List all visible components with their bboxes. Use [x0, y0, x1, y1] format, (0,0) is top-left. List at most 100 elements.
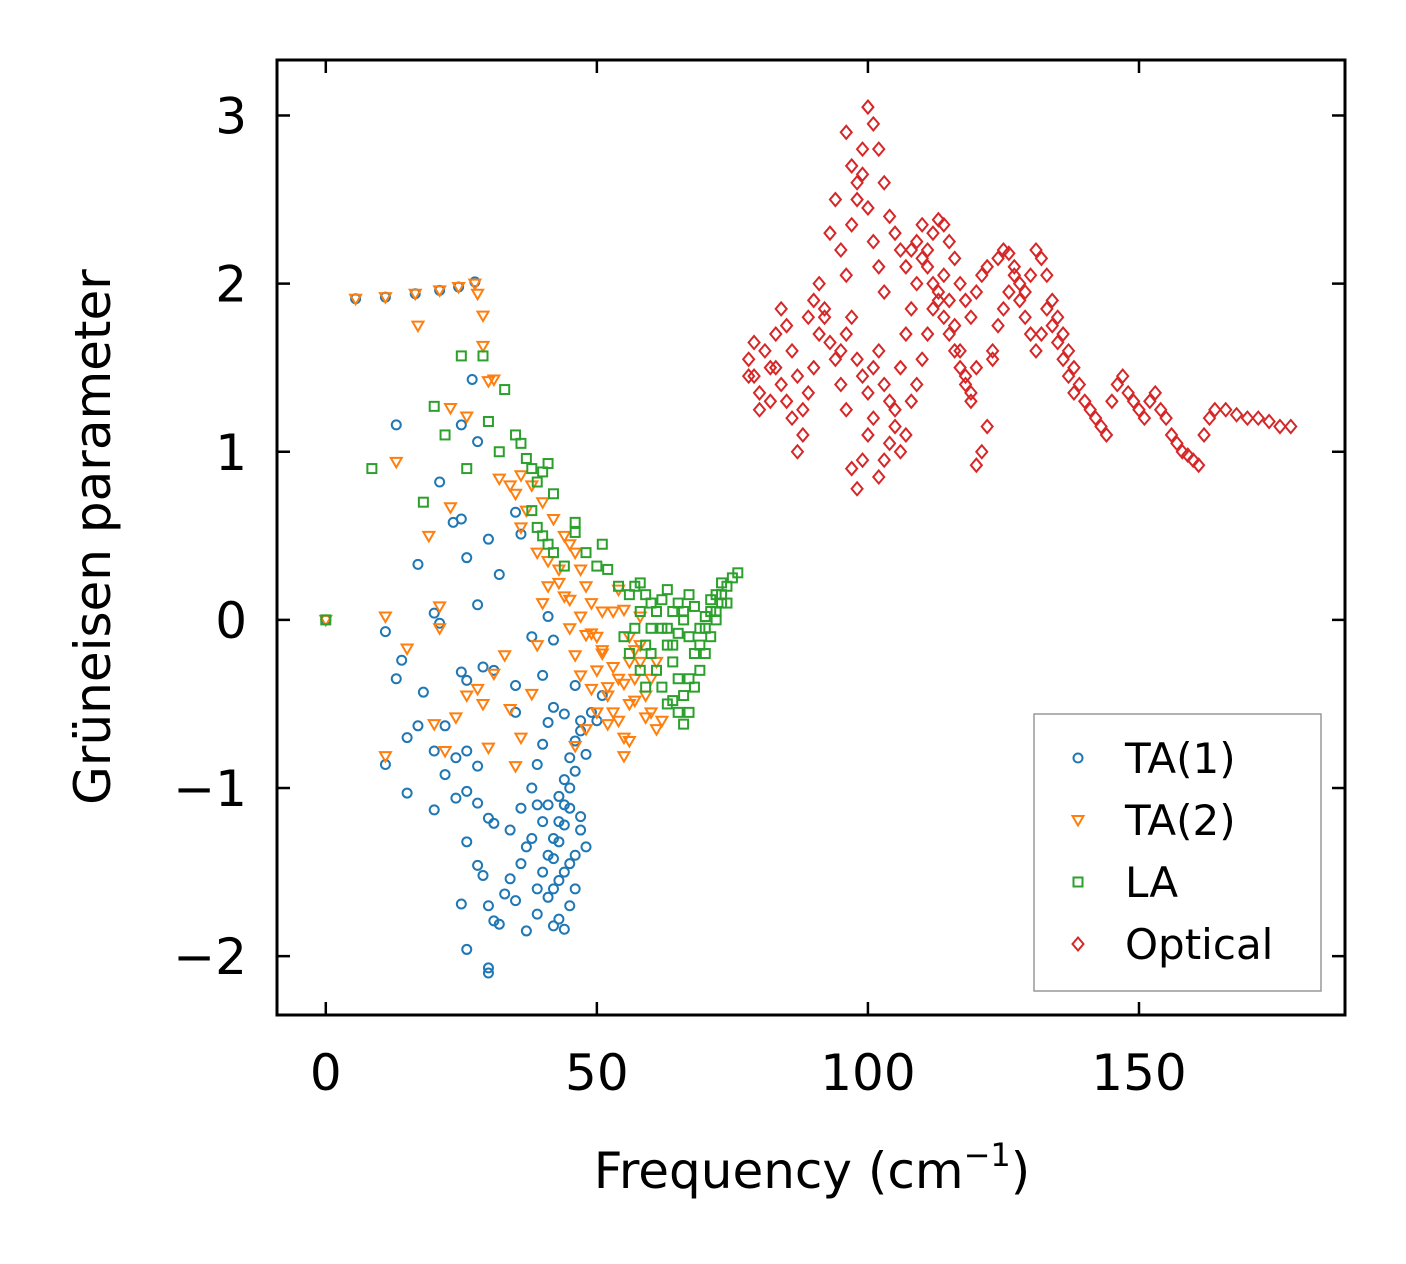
data-point [632, 656, 648, 670]
data-point [499, 888, 511, 900]
data-point [547, 920, 559, 932]
data-point [904, 393, 919, 410]
data-point [888, 401, 902, 418]
data-point [694, 664, 706, 676]
data-point [866, 410, 881, 427]
data-point [801, 384, 816, 401]
data-point [1061, 342, 1076, 359]
data-point [1061, 368, 1076, 385]
data-point [546, 514, 561, 527]
data-point [817, 300, 832, 317]
data-point [348, 293, 363, 307]
data-point [705, 605, 717, 617]
data-point [569, 883, 581, 895]
data-point [611, 673, 626, 687]
data-point [969, 283, 984, 301]
data-point [605, 606, 621, 619]
data-point [461, 836, 473, 848]
data-point [591, 560, 603, 572]
data-point [1067, 359, 1081, 376]
data-point [1283, 418, 1298, 435]
data-point [390, 419, 402, 431]
data-point [477, 661, 489, 673]
data-point [828, 351, 843, 368]
data-point [520, 841, 532, 853]
data-point [575, 811, 587, 823]
y-tick-label: 1 [215, 424, 247, 482]
data-point [515, 528, 527, 540]
data-point [562, 623, 577, 636]
data-point [796, 401, 810, 418]
data-point [605, 661, 621, 675]
data-point [678, 718, 690, 730]
data-point [942, 292, 957, 309]
data-point [904, 241, 919, 259]
data-point [785, 410, 799, 427]
data-point [459, 690, 474, 704]
data-point [513, 732, 529, 746]
data-point [828, 191, 843, 208]
data-point [578, 724, 594, 737]
data-point [964, 309, 978, 326]
data-point [580, 841, 592, 853]
data-point [1121, 384, 1135, 401]
data-point [596, 538, 608, 550]
data-point [378, 751, 393, 764]
data-point [1143, 393, 1157, 410]
data-point [540, 581, 556, 594]
data-point [573, 611, 588, 625]
data-point [589, 707, 605, 720]
data-point [909, 233, 924, 250]
data-point [459, 411, 474, 424]
data-point [632, 611, 648, 625]
data-point [558, 819, 570, 831]
data-point [486, 668, 502, 682]
data-point [1029, 241, 1043, 259]
y-tick-label: −2 [173, 928, 247, 986]
data-point [472, 797, 484, 809]
data-point [926, 275, 940, 292]
legend-marker [1070, 815, 1086, 828]
data-point [1197, 426, 1211, 443]
data-point [486, 374, 502, 387]
data-point [654, 715, 670, 729]
data-point [547, 832, 559, 844]
data-point [493, 568, 505, 580]
data-point [547, 853, 559, 865]
data-point [1083, 401, 1098, 418]
data-point [926, 300, 940, 317]
data-point [513, 470, 529, 483]
data-point [564, 752, 576, 764]
data-point [877, 283, 891, 301]
data-point [531, 799, 543, 811]
data-point [1067, 384, 1081, 401]
data-point [589, 631, 605, 645]
data-point [1159, 410, 1173, 427]
y-axis-title: Grüneisen parameter [64, 269, 122, 805]
data-point [1007, 267, 1022, 284]
axis-ticks: 0 50 100 150 −2 −1 0 1 2 3 [173, 60, 1345, 1102]
data-point [472, 599, 484, 611]
data-point [482, 533, 494, 545]
data-point [580, 748, 592, 760]
data-point [758, 342, 772, 359]
data-point [823, 334, 837, 351]
data-point [683, 631, 695, 643]
data-point [931, 292, 946, 309]
legend-item: TA(2) [1070, 796, 1236, 845]
data-point [1115, 368, 1130, 385]
data-point [667, 656, 679, 668]
data-point [1012, 292, 1027, 309]
data-point [428, 804, 440, 816]
data-point [893, 443, 908, 460]
data-point [1126, 393, 1141, 410]
data-point [595, 645, 610, 658]
data-point [434, 476, 446, 488]
data-point [439, 720, 451, 732]
data-point [470, 683, 485, 697]
data-point [455, 898, 467, 910]
data-point [497, 650, 512, 663]
data-point [1088, 410, 1103, 427]
data-point [600, 682, 615, 695]
data-point [882, 435, 897, 452]
